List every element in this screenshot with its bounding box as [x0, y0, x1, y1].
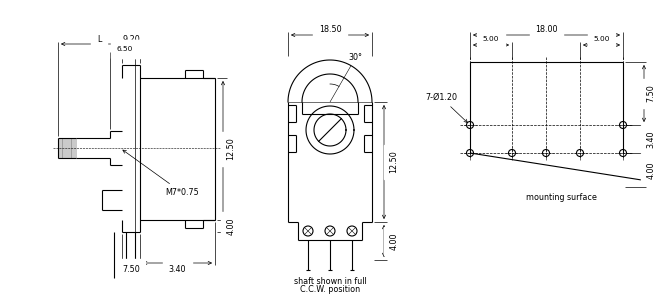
Text: 18.00: 18.00 [535, 25, 558, 34]
Text: 5.00: 5.00 [593, 36, 610, 42]
Text: M7*0.75: M7*0.75 [123, 150, 199, 197]
Text: 30°: 30° [348, 52, 362, 62]
Text: L: L [97, 34, 101, 43]
Text: 3.40: 3.40 [647, 130, 655, 148]
Text: 18.50: 18.50 [319, 25, 341, 34]
Text: C.C.W. position: C.C.W. position [300, 286, 360, 295]
Text: 4.00: 4.00 [226, 217, 236, 235]
Text: 4.00: 4.00 [389, 232, 399, 250]
Text: 9.20: 9.20 [122, 34, 140, 43]
Text: 3.40: 3.40 [169, 265, 186, 274]
Text: 6.50: 6.50 [117, 46, 133, 52]
Text: 12.50: 12.50 [226, 138, 236, 161]
Text: shaft shown in full: shaft shown in full [294, 278, 366, 286]
Text: mounting surface: mounting surface [526, 194, 597, 202]
Text: 12.50: 12.50 [389, 151, 399, 173]
Text: 7.50: 7.50 [647, 85, 655, 102]
Text: 1.90: 1.90 [121, 46, 138, 52]
Text: 7-Ø1.20: 7-Ø1.20 [425, 93, 468, 123]
Text: 4.00: 4.00 [647, 161, 655, 179]
Text: 5.00: 5.00 [483, 36, 499, 42]
Text: 7.50: 7.50 [122, 265, 140, 274]
